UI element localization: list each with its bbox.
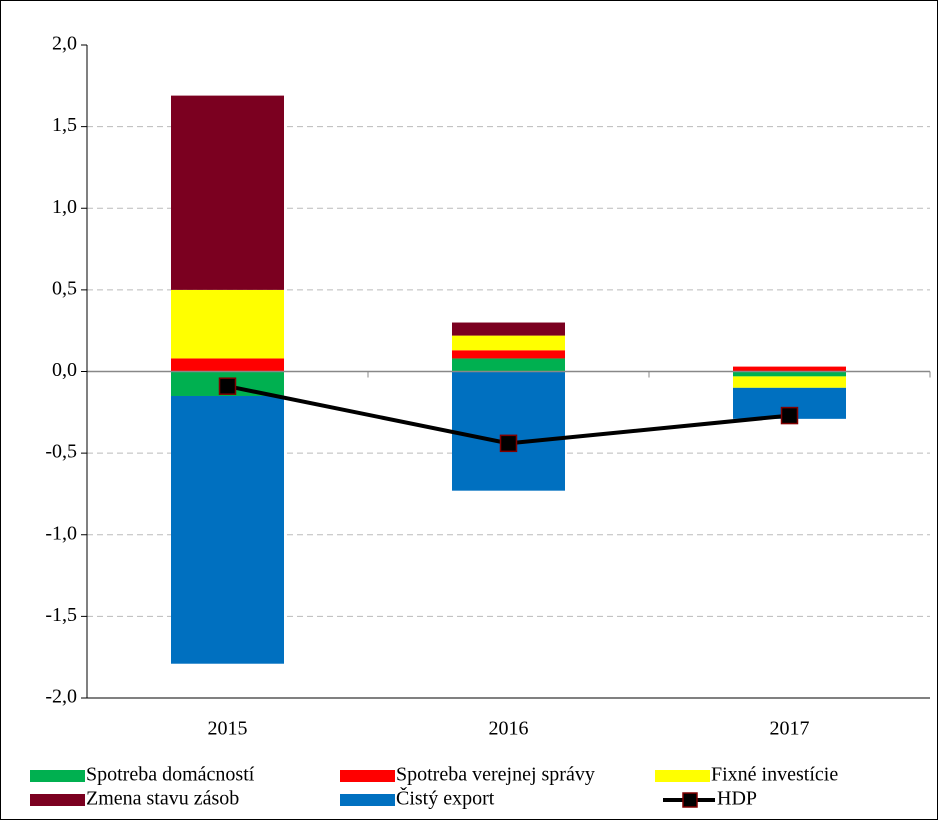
bar-segment [733, 371, 846, 377]
line-marker [780, 406, 799, 425]
legend-label: HDP [717, 788, 757, 810]
bar-segment [452, 322, 565, 336]
bar-segment [171, 289, 284, 359]
bar-segment [452, 335, 565, 351]
bar-segment [452, 350, 565, 359]
legend-swatch [30, 770, 85, 782]
x-tick-label: 2016 [489, 718, 529, 740]
bar-segment [171, 395, 284, 664]
y-tick-label: -1,0 [45, 522, 77, 544]
legend-label: Spotreba verejnej správy [396, 764, 595, 786]
legend-label: Spotreba domácností [86, 764, 255, 786]
bar-segment [452, 358, 565, 372]
x-tick-label: 2017 [770, 718, 810, 740]
line-marker [218, 377, 237, 395]
bar-segment [733, 366, 846, 372]
legend-label: Zmena stavu zásob [86, 788, 239, 810]
legend-swatch [30, 794, 85, 806]
legend-swatch [340, 770, 395, 782]
legend-swatch [340, 794, 395, 806]
bar-segment [452, 371, 565, 491]
y-tick-label: -2,0 [45, 686, 77, 708]
y-tick-label: -1,5 [45, 604, 77, 626]
bar-segment [171, 95, 284, 290]
y-tick-label: 0,0 [52, 359, 77, 381]
y-tick-label: 1,5 [52, 114, 77, 136]
legend-label: Fixné investície [711, 764, 838, 786]
y-tick-label: 2,0 [52, 33, 77, 55]
y-tick-label: -0,5 [45, 441, 77, 463]
legend-swatch [682, 792, 698, 808]
line-marker [499, 434, 518, 453]
legend-swatch [655, 770, 710, 782]
bar-segment [733, 376, 846, 388]
y-tick-label: 1,0 [52, 196, 77, 218]
legend-label: Čistý export [396, 786, 495, 810]
x-tick-label: 2015 [208, 718, 248, 740]
bar-segment [171, 358, 284, 372]
y-tick-label: 0,5 [52, 277, 77, 299]
